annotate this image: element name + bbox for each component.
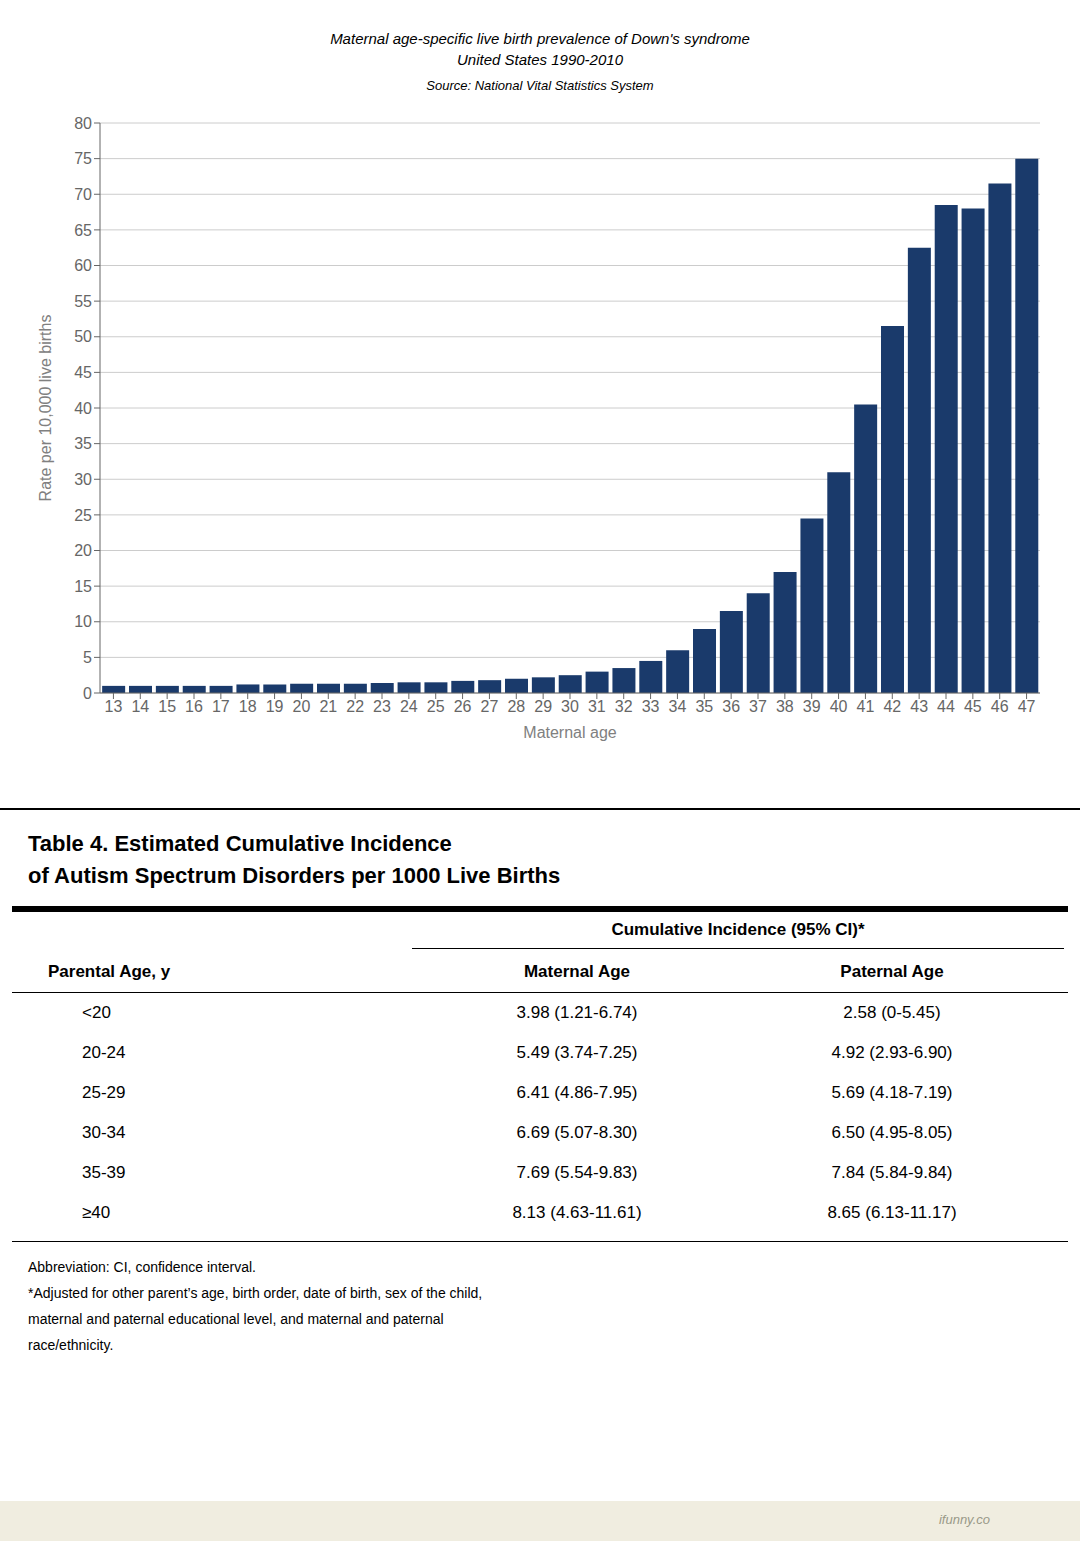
html-text:Source: National Vital Statist: Source: National Vital Statistics System: [426, 78, 654, 93]
svg-text:32: 32: [615, 698, 633, 715]
html-text:30-34: 30-34: [82, 1123, 126, 1142]
html-text:Abbreviation: CI, confidence i: Abbreviation: CI, confidence interval.: [28, 1259, 256, 1275]
html-text:Paternal Age: Paternal Age: [840, 962, 944, 981]
svg-text:41: 41: [857, 698, 875, 715]
svg-text:16: 16: [185, 698, 203, 715]
html-text:3.98 (1.21-6.74): 3.98 (1.21-6.74): [516, 1003, 638, 1022]
svg-text:Maternal age: Maternal age: [523, 724, 616, 741]
html-text:Maternal age-specific live bir: Maternal age-specific live birth prevale…: [330, 30, 750, 47]
svg-text:30: 30: [74, 471, 92, 488]
svg-text:42: 42: [883, 698, 901, 715]
svg-text:29: 29: [534, 698, 552, 715]
svg-text:13: 13: [105, 698, 123, 715]
svg-text:23: 23: [373, 698, 391, 715]
svg-text:15: 15: [158, 698, 176, 715]
svg-text:20: 20: [293, 698, 311, 715]
svg-text:27: 27: [481, 698, 499, 715]
html-text:ifunny.co: ifunny.co: [938, 1512, 990, 1527]
html-text:8.65 (6.13-11.17): 8.65 (6.13-11.17): [827, 1203, 957, 1222]
svg-text:37: 37: [749, 698, 767, 715]
svg-text:75: 75: [74, 150, 92, 167]
html-text:*Adjusted for other parent’s a: *Adjusted for other parent’s age, birth …: [28, 1285, 483, 1301]
html-text:race/ethnicity.: race/ethnicity.: [28, 1337, 114, 1353]
svg-text:Rate per 10,000 live births: Rate per 10,000 live births: [37, 315, 54, 502]
svg-text:40: 40: [830, 698, 848, 715]
svg-text:28: 28: [507, 698, 525, 715]
svg-text:34: 34: [669, 698, 687, 715]
svg-text:0: 0: [83, 685, 92, 702]
svg-text:33: 33: [642, 698, 660, 715]
html-text:Cumulative Incidence (95% CI)*: Cumulative Incidence (95% CI)*: [611, 920, 865, 939]
svg-text:10: 10: [74, 613, 92, 630]
html-text:4.92 (2.93-6.90): 4.92 (2.93-6.90): [831, 1043, 953, 1062]
html-text:≥40: ≥40: [82, 1203, 111, 1222]
svg-text:70: 70: [74, 186, 92, 203]
html-text:6.50 (4.95-8.05): 6.50 (4.95-8.05): [831, 1123, 953, 1142]
svg-text:20: 20: [74, 542, 92, 559]
svg-text:44: 44: [937, 698, 955, 715]
svg-text:14: 14: [131, 698, 149, 715]
svg-text:22: 22: [346, 698, 364, 715]
html-text:Parental Age, y: Parental Age, y: [48, 962, 171, 981]
svg-text:40: 40: [74, 400, 92, 417]
svg-text:46: 46: [991, 698, 1009, 715]
html-text:of Autism Spectrum Disorders p: of Autism Spectrum Disorders per 1000 Li…: [28, 863, 561, 888]
html-text:20-24: 20-24: [82, 1043, 126, 1062]
html-text:25-29: 25-29: [82, 1083, 126, 1102]
html-text:5.49 (3.74-7.25): 5.49 (3.74-7.25): [516, 1043, 638, 1062]
svg-text:30: 30: [561, 698, 579, 715]
svg-text:47: 47: [1018, 698, 1036, 715]
svg-text:35: 35: [695, 698, 713, 715]
svg-text:15: 15: [74, 578, 92, 595]
html-text:35-39: 35-39: [82, 1163, 126, 1182]
svg-text:80: 80: [74, 115, 92, 132]
svg-text:5: 5: [83, 649, 92, 666]
html-text:5.69 (4.18-7.19): 5.69 (4.18-7.19): [831, 1083, 953, 1102]
svg-text:35: 35: [74, 435, 92, 452]
svg-text:19: 19: [266, 698, 284, 715]
html-text:6.41 (4.86-7.95): 6.41 (4.86-7.95): [516, 1083, 638, 1102]
svg-text:45: 45: [74, 364, 92, 381]
svg-text:18: 18: [239, 698, 257, 715]
html-text:8.13 (4.63-11.61): 8.13 (4.63-11.61): [512, 1203, 642, 1222]
svg-text:36: 36: [722, 698, 740, 715]
svg-text:39: 39: [803, 698, 821, 715]
html-text:Maternal Age: Maternal Age: [523, 962, 631, 981]
html-text:2.58 (0-5.45): 2.58 (0-5.45): [843, 1003, 941, 1022]
svg-text:24: 24: [400, 698, 418, 715]
svg-text:45: 45: [964, 698, 982, 715]
svg-text:55: 55: [74, 293, 92, 310]
svg-text:38: 38: [776, 698, 794, 715]
svg-text:60: 60: [74, 257, 92, 274]
svg-text:21: 21: [319, 698, 337, 715]
svg-text:65: 65: [74, 222, 92, 239]
html-text:7.84 (5.84-9.84): 7.84 (5.84-9.84): [831, 1163, 953, 1182]
html-text:7.69 (5.54-9.83): 7.69 (5.54-9.83): [516, 1163, 638, 1182]
svg-text:43: 43: [910, 698, 928, 715]
svg-text:17: 17: [212, 698, 230, 715]
html-text:Table 4. Estimated Cumulative: Table 4. Estimated Cumulative Incidence: [28, 831, 452, 856]
html-text:United States 1990-2010: United States 1990-2010: [457, 51, 623, 68]
html-text:6.69 (5.07-8.30): 6.69 (5.07-8.30): [516, 1123, 638, 1142]
svg-text:26: 26: [454, 698, 472, 715]
svg-text:25: 25: [427, 698, 445, 715]
svg-text:50: 50: [74, 328, 92, 345]
svg-text:25: 25: [74, 507, 92, 524]
svg-text:31: 31: [588, 698, 606, 715]
html-text:maternal and paternal educatio: maternal and paternal educational level,…: [28, 1311, 444, 1327]
html-text:<20: <20: [82, 1003, 111, 1022]
